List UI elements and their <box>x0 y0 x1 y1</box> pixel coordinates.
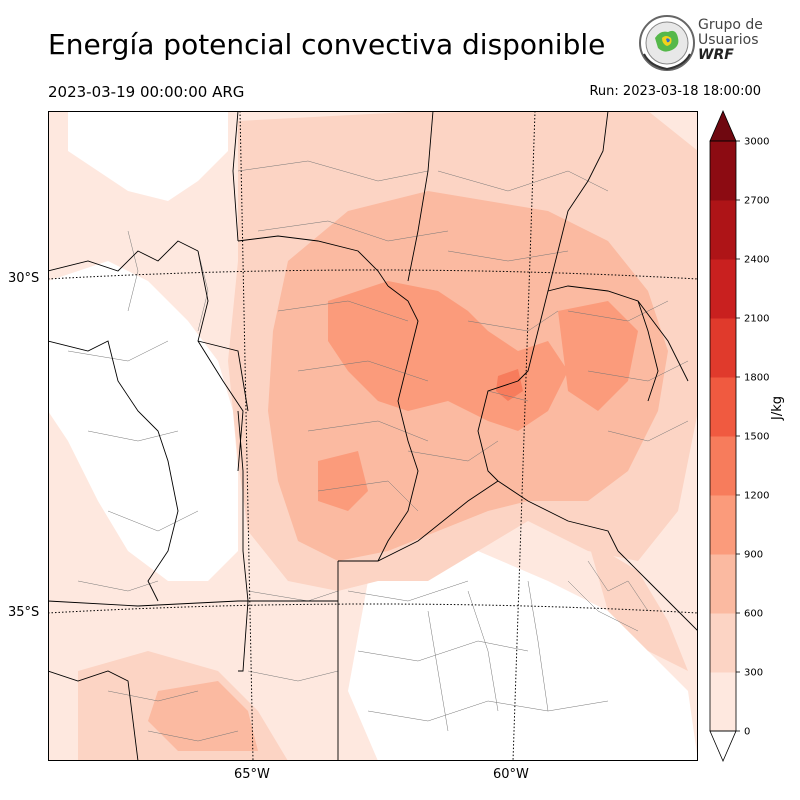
run-time: Run: 2023-03-18 18:00:00 <box>589 84 761 99</box>
cape-zero-area-southeast <box>348 551 698 761</box>
colorbar-tick-label-2100: 2100 <box>744 314 769 325</box>
lon-label-65w: 65°W <box>234 767 270 782</box>
logo: Grupo de Usuarios WRF <box>638 14 788 74</box>
colorbar-extend-max <box>709 109 737 142</box>
department-lines <box>67 160 689 742</box>
colorbar-bin-300-600 <box>710 613 736 673</box>
logo-line-1: Grupo de <box>698 17 763 33</box>
colorbar-bin-600-900 <box>710 554 736 614</box>
lon-label-60w: 60°W <box>493 767 529 782</box>
colorbar-bin-2100-2400 <box>710 259 736 319</box>
colorbar-tick-label-2700: 2700 <box>744 196 769 207</box>
province-borders <box>48 111 698 761</box>
parallel-35s <box>48 603 698 614</box>
cape-map: 30°S 35°S 65°W 60°W <box>8 111 698 782</box>
colorbar-bin-900-1200 <box>710 495 736 555</box>
colorbar-svg: 0 300 600 900 1200 1500 1800 2100 2400 2700 3000 <box>709 109 769 763</box>
cape-zero-area-west <box>48 261 238 581</box>
map-frame <box>48 111 698 761</box>
cape-level-900-1200 <box>318 281 638 511</box>
colorbar-tick-label-900: 900 <box>744 550 763 561</box>
colorbar-tick-label-3000: 3000 <box>744 137 769 148</box>
colorbar-bin-2700-3000 <box>710 141 736 201</box>
logo-text: Grupo de Usuarios WRF <box>698 18 763 63</box>
colorbar-tick-label-1500: 1500 <box>744 432 769 443</box>
map-canvas <box>48 111 698 761</box>
colorbar-bin-0-300 <box>710 672 736 732</box>
logo-line-2: Usuarios <box>698 32 759 48</box>
globe-logo-icon <box>639 15 695 71</box>
map-title: Energía potencial convectiva disponible <box>48 28 606 61</box>
colorbar-tick-label-2400: 2400 <box>744 255 769 266</box>
graticule <box>48 111 698 761</box>
cape-zero-area-north <box>68 111 228 201</box>
colorbar-unit-label: J/kg <box>770 396 785 420</box>
colorbar-bin-2400-2700 <box>710 200 736 260</box>
valid-time: 2023-03-19 00:00:00 ARG <box>48 83 245 101</box>
colorbar-bin-1800-2100 <box>710 318 736 378</box>
cape-field <box>48 111 698 761</box>
colorbar-tick-label-1800: 1800 <box>744 373 769 384</box>
colorbar-extend-min <box>709 730 737 763</box>
colorbar-tick-label-1200: 1200 <box>744 491 769 502</box>
colorbar: 0 300 600 900 1200 1500 1800 2100 2400 2700 3000 <box>706 108 796 768</box>
colorbar-bin-1500-1800 <box>710 377 736 437</box>
colorbar-tick-label-300: 300 <box>744 668 763 679</box>
parallel-30s <box>48 269 698 280</box>
colorbar-bin-1200-1500 <box>710 436 736 496</box>
cape-level-1200-1500 <box>496 369 523 401</box>
colorbar-tick-label-0: 0 <box>744 727 750 738</box>
logo-line-3: WRF <box>698 47 734 63</box>
lat-label-30s: 30°S <box>8 271 40 286</box>
colorbar-tick-label-600: 600 <box>744 609 763 620</box>
lat-label-35s: 35°S <box>8 605 40 620</box>
